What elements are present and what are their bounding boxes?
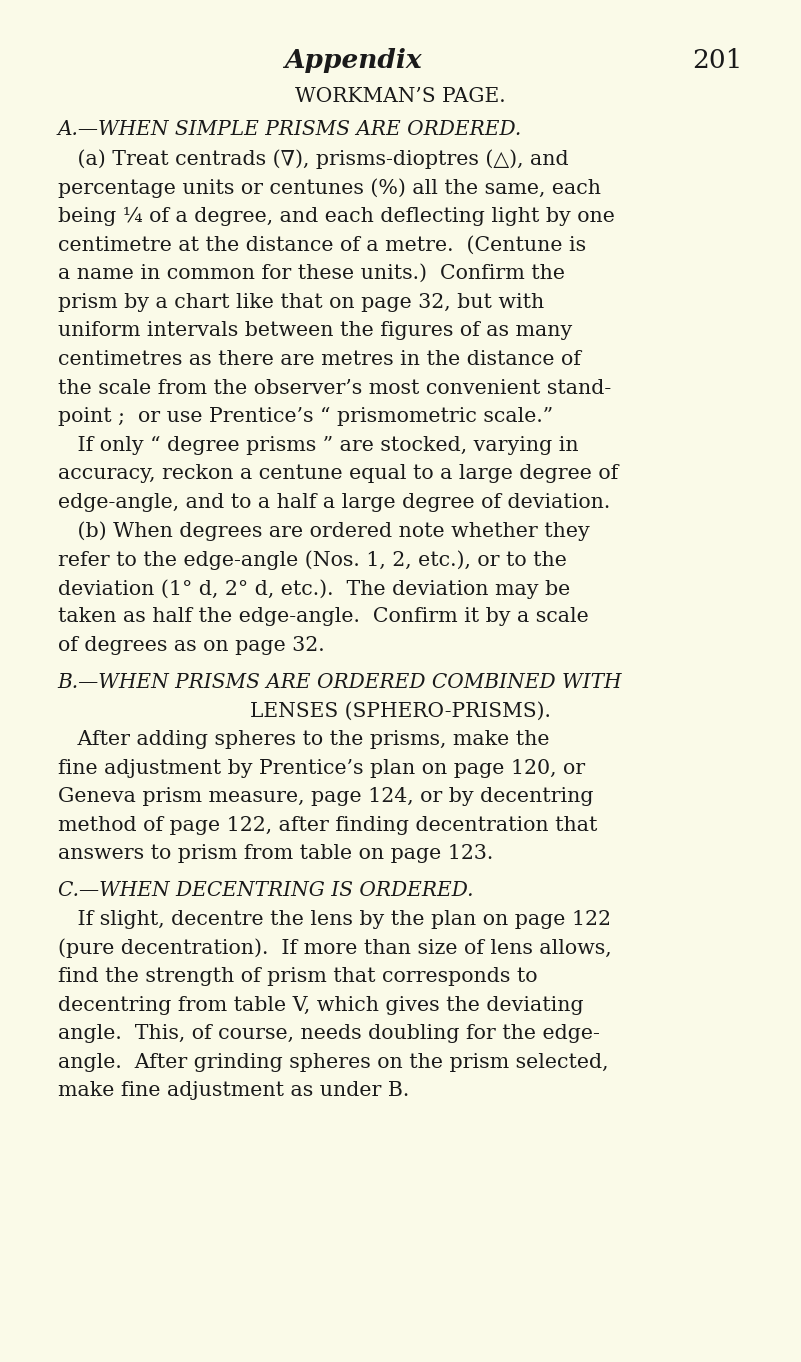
Text: LENSES (SPHERO-PRISMS).: LENSES (SPHERO-PRISMS). bbox=[250, 701, 551, 720]
Text: decentring from table V, which gives the deviating: decentring from table V, which gives the… bbox=[58, 996, 583, 1015]
Text: A.—WHEN SIMPLE PRISMS ARE ORDERED.: A.—WHEN SIMPLE PRISMS ARE ORDERED. bbox=[58, 120, 522, 139]
Text: (b) When degrees are ordered note whether they: (b) When degrees are ordered note whethe… bbox=[58, 522, 590, 541]
Text: centimetres as there are metres in the distance of: centimetres as there are metres in the d… bbox=[58, 350, 581, 369]
Text: accuracy, reckon a centune equal to a large degree of: accuracy, reckon a centune equal to a la… bbox=[58, 464, 618, 484]
Text: fine adjustment by Prentice’s plan on page 120, or: fine adjustment by Prentice’s plan on pa… bbox=[58, 759, 585, 778]
Text: If slight, decentre the lens by the plan on page 122: If slight, decentre the lens by the plan… bbox=[58, 910, 610, 929]
Text: (a) Treat centrads (∇), prisms-dioptres (△), and: (a) Treat centrads (∇), prisms-dioptres … bbox=[58, 150, 568, 169]
Text: taken as half the edge-angle.  Confirm it by a scale: taken as half the edge-angle. Confirm it… bbox=[58, 607, 589, 627]
Text: prism by a chart like that on page 32, but with: prism by a chart like that on page 32, b… bbox=[58, 293, 544, 312]
Text: make fine adjustment as under B.: make fine adjustment as under B. bbox=[58, 1081, 409, 1100]
Text: 201: 201 bbox=[692, 48, 742, 72]
Text: angle.  This, of course, needs doubling for the edge-: angle. This, of course, needs doubling f… bbox=[58, 1024, 599, 1043]
Text: edge-angle, and to a half a large degree of deviation.: edge-angle, and to a half a large degree… bbox=[58, 493, 610, 512]
Text: uniform intervals between the figures of as many: uniform intervals between the figures of… bbox=[58, 321, 572, 340]
Text: the scale from the observer’s most convenient stand-: the scale from the observer’s most conve… bbox=[58, 379, 611, 398]
Text: Appendix: Appendix bbox=[284, 48, 421, 72]
Text: C.—WHEN DECENTRING IS ORDERED.: C.—WHEN DECENTRING IS ORDERED. bbox=[58, 881, 473, 900]
Text: angle.  After grinding spheres on the prism selected,: angle. After grinding spheres on the pri… bbox=[58, 1053, 608, 1072]
Text: a name in common for these units.)  Confirm the: a name in common for these units.) Confi… bbox=[58, 264, 565, 283]
Text: WORKMAN’S PAGE.: WORKMAN’S PAGE. bbox=[296, 87, 505, 106]
Text: find the strength of prism that corresponds to: find the strength of prism that correspo… bbox=[58, 967, 537, 986]
Text: B.—WHEN PRISMS ARE ORDERED COMBINED WITH: B.—WHEN PRISMS ARE ORDERED COMBINED WITH bbox=[58, 673, 622, 692]
Text: If only “ degree prisms ” are stocked, varying in: If only “ degree prisms ” are stocked, v… bbox=[58, 436, 578, 455]
Text: of degrees as on page 32.: of degrees as on page 32. bbox=[58, 636, 324, 655]
Text: being ¼ of a degree, and each deflecting light by one: being ¼ of a degree, and each deflecting… bbox=[58, 207, 614, 226]
Text: deviation (1° d, 2° d, etc.).  The deviation may be: deviation (1° d, 2° d, etc.). The deviat… bbox=[58, 579, 570, 598]
Text: (pure decentration).  If more than size of lens allows,: (pure decentration). If more than size o… bbox=[58, 938, 611, 957]
Text: method of page 122, after finding decentration that: method of page 122, after finding decent… bbox=[58, 816, 597, 835]
Text: After adding spheres to the prisms, make the: After adding spheres to the prisms, make… bbox=[58, 730, 549, 749]
Text: refer to the edge-angle (Nos. 1, 2, etc.), or to the: refer to the edge-angle (Nos. 1, 2, etc.… bbox=[58, 550, 566, 569]
Text: answers to prism from table on page 123.: answers to prism from table on page 123. bbox=[58, 844, 493, 864]
Text: centimetre at the distance of a metre.  (Centune is: centimetre at the distance of a metre. (… bbox=[58, 236, 586, 255]
Text: point ;  or use Prentice’s “ prismometric scale.”: point ; or use Prentice’s “ prismometric… bbox=[58, 407, 553, 426]
Text: Geneva prism measure, page 124, or by decentring: Geneva prism measure, page 124, or by de… bbox=[58, 787, 594, 806]
Text: percentage units or centunes (%) all the same, each: percentage units or centunes (%) all the… bbox=[58, 178, 601, 197]
